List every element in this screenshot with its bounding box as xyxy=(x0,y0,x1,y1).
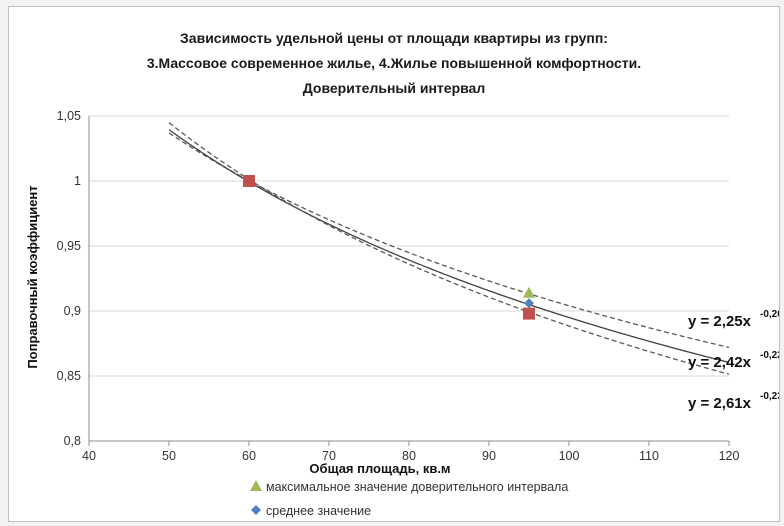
chart-title-line-1: Зависимость удельной цены от площади ква… xyxy=(180,30,608,46)
curve-0 xyxy=(168,132,730,349)
y-tick-label-3: 0,95 xyxy=(57,239,81,253)
equation-3: y = 2,61x -0,23 xyxy=(688,391,779,412)
legend-label-mean: среднее значение xyxy=(266,504,372,518)
point-triangle-0 xyxy=(523,286,535,298)
y-tick-label-4: 1 xyxy=(74,174,81,188)
equation-1-text: y = 2,25x xyxy=(688,313,752,330)
x-tick-label-2: 60 xyxy=(242,449,256,463)
y-axis-label: Поправочный коэффициент xyxy=(25,185,40,368)
x-tick-label-4: 80 xyxy=(402,449,416,463)
legend-label-max: максимальное значение доверительного инт… xyxy=(266,480,569,494)
x-tick-label-5: 90 xyxy=(482,449,496,463)
chart-title-line-3: Доверительный интервал xyxy=(302,80,486,96)
y-tick-label-5: 1,05 xyxy=(57,109,81,123)
equation-1: y = 2,25x -0,20 xyxy=(688,309,779,330)
x-tick-label-0: 40 xyxy=(82,449,96,463)
point-diamond-0 xyxy=(524,298,534,309)
y-tick-label-2: 0,9 xyxy=(64,304,81,318)
y-tick-label-0: 0,8 xyxy=(64,434,81,448)
x-tick-label-6: 100 xyxy=(559,449,580,463)
curve-1 xyxy=(168,129,730,364)
triangle-marker-icon xyxy=(249,480,263,494)
x-tick-label-7: 110 xyxy=(639,449,659,463)
equation-2: y = 2,42x -0,22 xyxy=(688,350,779,371)
grid-lines xyxy=(89,115,729,442)
x-tick-label-1: 50 xyxy=(162,449,176,463)
y-tick-label-1: 0,85 xyxy=(57,369,81,383)
data-points xyxy=(243,175,535,320)
curve-2 xyxy=(168,122,730,375)
axes: 0,8 0,85 0,9 0,95 1 1,05 40 50 60 70 80 90 100 110 120 xyxy=(57,109,740,463)
x-tick-label-8: 120 xyxy=(719,449,740,463)
equation-1-exponent: -0,20 xyxy=(760,309,779,320)
x-tick-label-3: 70 xyxy=(322,449,336,463)
x-axis-label: Общая площадь, кв.м xyxy=(309,461,450,476)
legend-item-mean: среднее значение xyxy=(249,504,371,518)
equation-2-text: y = 2,42x xyxy=(688,354,752,371)
chart-title-line-2: 3.Массовое современное жилье, 4.Жилье по… xyxy=(146,55,642,71)
equation-3-exponent: -0,23 xyxy=(760,391,779,402)
point-square-1 xyxy=(523,307,535,320)
legend-item-max: максимальное значение доверительного инт… xyxy=(249,480,568,494)
equation-2-exponent: -0,22 xyxy=(760,350,779,361)
equation-3-text: y = 2,61x xyxy=(688,395,752,412)
chart-frame: Зависимость удельной цены от площади ква… xyxy=(8,6,780,522)
point-square-0 xyxy=(243,175,255,187)
chart-plot: 0,8 0,85 0,9 0,95 1 1,05 40 50 60 70 80 90 100 110 120… xyxy=(25,109,779,476)
diamond-marker-icon xyxy=(249,504,263,518)
regression-curves xyxy=(168,122,730,375)
